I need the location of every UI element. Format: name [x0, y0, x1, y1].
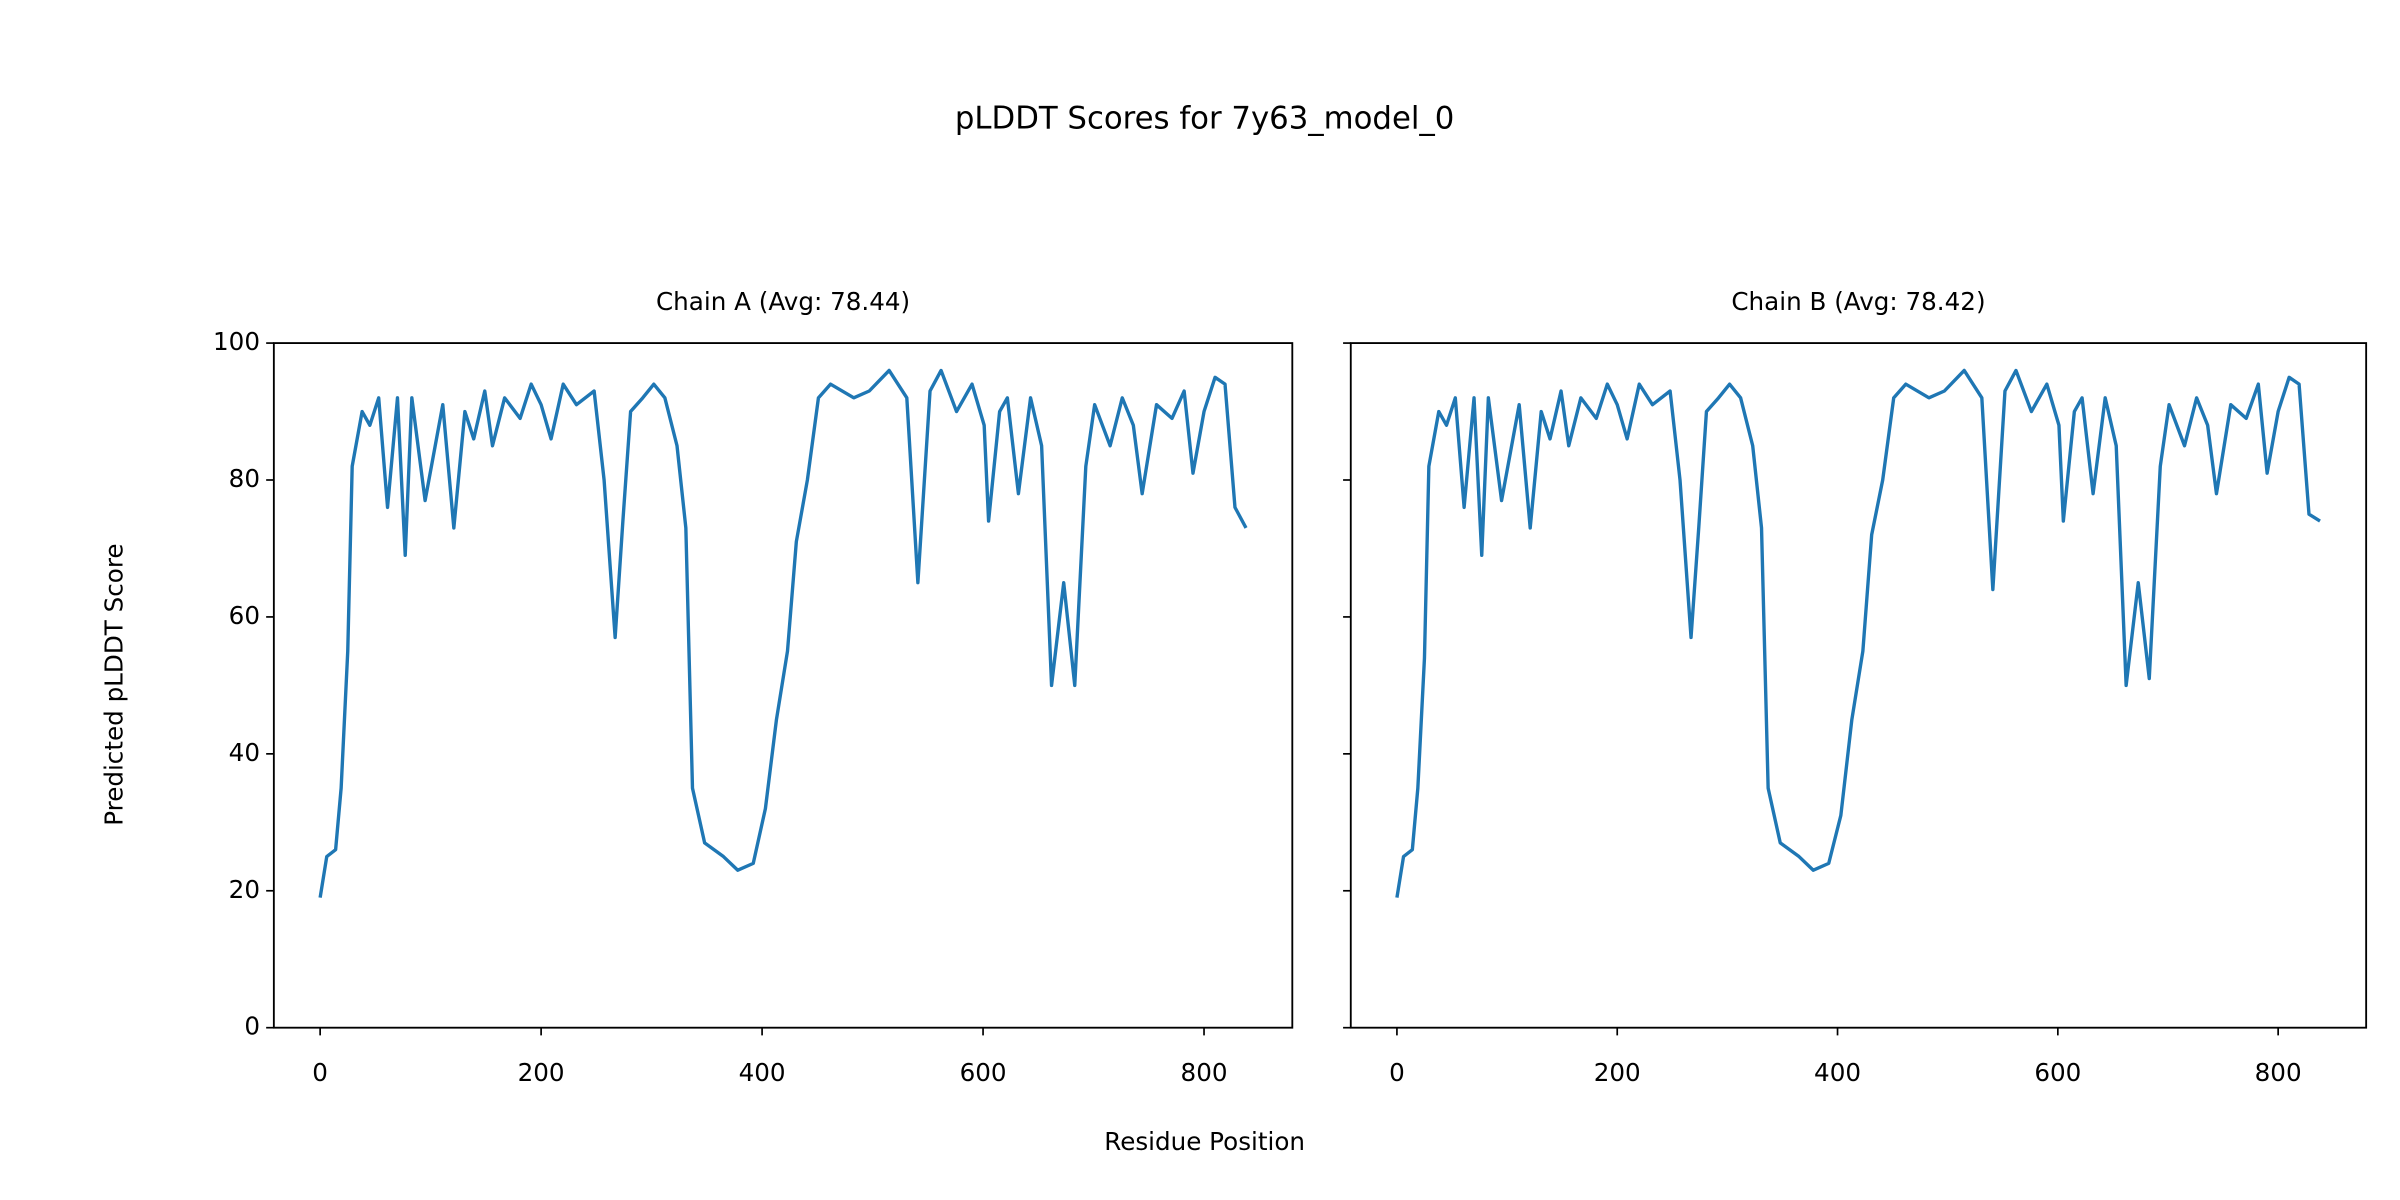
y-tick-label: 0 — [244, 1012, 260, 1041]
subplot-title: Chain A (Avg: 78.44) — [656, 287, 910, 316]
figure-title: pLDDT Scores for 7y63_model_0 — [955, 100, 1455, 136]
y-tick-label: 40 — [229, 738, 260, 767]
axes-frame — [272, 342, 1294, 1029]
y-axis-label: Predicted pLDDT Score — [99, 543, 128, 825]
x-tick-label: 800 — [1181, 1058, 1228, 1087]
subplot-title: Chain B (Avg: 78.42) — [1731, 287, 1985, 316]
x-tick-label: 400 — [739, 1058, 786, 1087]
axes-frame — [1349, 342, 2368, 1029]
x-tick-label: 200 — [1594, 1058, 1641, 1087]
x-tick-label: 600 — [2034, 1058, 2081, 1087]
y-tick-label: 80 — [229, 464, 260, 493]
x-axis-label: Residue Position — [1104, 1127, 1305, 1156]
score-line — [318, 368, 1248, 898]
x-tick-label: 400 — [1814, 1058, 1861, 1087]
x-tick-label: 0 — [312, 1058, 328, 1087]
x-tick-label: 800 — [2255, 1058, 2302, 1087]
y-tick-label: 60 — [229, 601, 260, 630]
y-tick-label: 20 — [229, 875, 260, 904]
x-tick-label: 200 — [518, 1058, 565, 1087]
y-tick-label: 100 — [213, 327, 260, 356]
x-tick-label: 600 — [960, 1058, 1007, 1087]
x-tick-label: 0 — [1389, 1058, 1405, 1087]
score-line — [1395, 368, 2321, 898]
